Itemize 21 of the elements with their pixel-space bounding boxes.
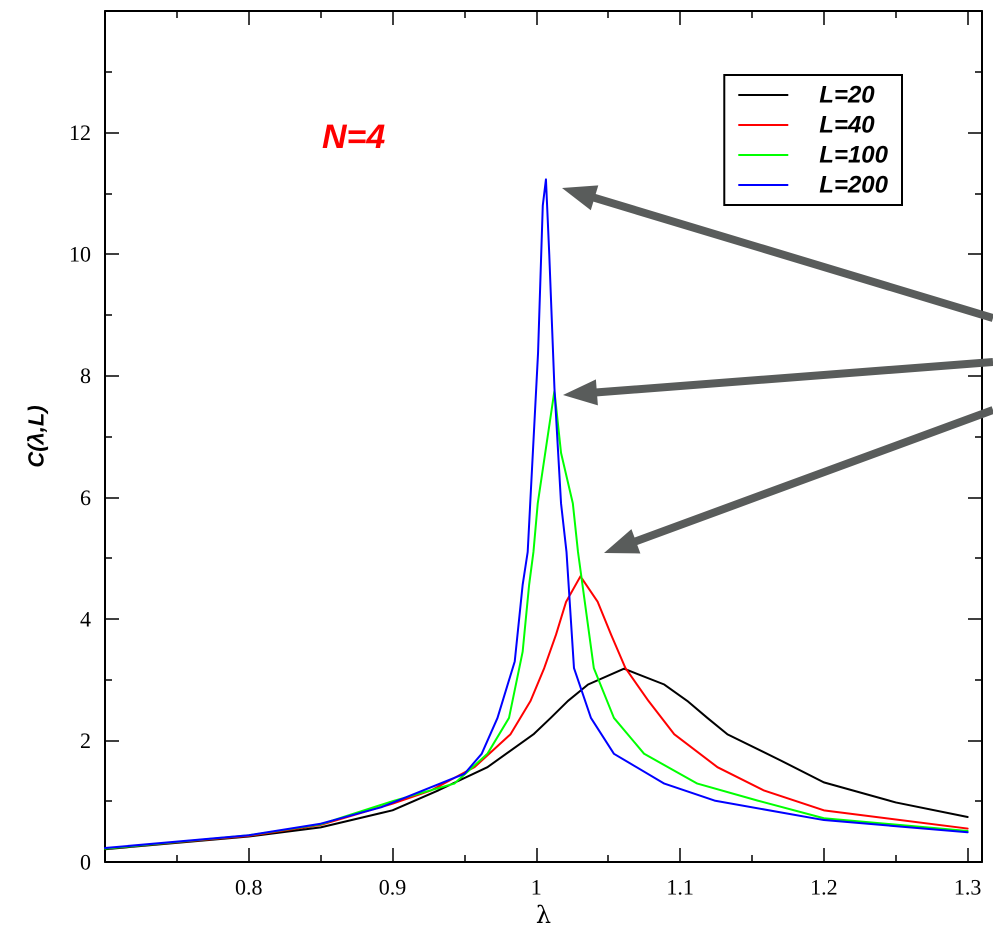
y-tick-label: 2 (80, 728, 91, 753)
x-tick-label: 1.3 (954, 874, 982, 900)
y-tick-label: 6 (80, 484, 91, 510)
annotation: N=4 (322, 118, 386, 156)
legend-label: L=100 (819, 142, 889, 168)
y-tick-label: 8 (80, 363, 91, 388)
legend-label: L=40 (819, 112, 876, 138)
y-tick-label: 4 (80, 606, 91, 632)
y-axis-title: C(λ,L) (24, 405, 48, 468)
y-tick-label: 0 (80, 850, 91, 874)
x-tick-label: 1 (530, 874, 542, 900)
x-tick-label: 0.9 (378, 874, 406, 900)
x-axis-title: λ (536, 900, 552, 929)
line-series (104, 390, 969, 850)
x-tick-label: 0.8 (235, 874, 263, 900)
legend-label: L=20 (819, 82, 876, 108)
y-tick-label: 10 (69, 242, 91, 267)
x-tick-label: 1.2 (810, 874, 838, 900)
x-tick-label: 1.1 (666, 874, 694, 900)
legend-label: L=200 (819, 172, 889, 198)
y-tick-label: 12 (69, 120, 91, 146)
